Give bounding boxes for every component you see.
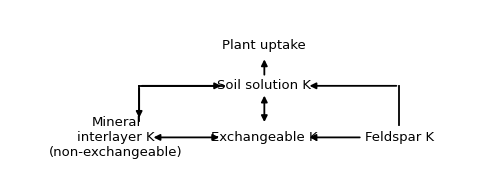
Text: Feldspar K: Feldspar K xyxy=(365,131,434,144)
Text: Plant uptake: Plant uptake xyxy=(223,39,306,52)
Text: Mineral
interlayer K
(non-exchangeable): Mineral interlayer K (non-exchangeable) xyxy=(49,116,183,159)
Text: Exchangeable K: Exchangeable K xyxy=(211,131,318,144)
Text: Soil solution K: Soil solution K xyxy=(217,79,311,92)
